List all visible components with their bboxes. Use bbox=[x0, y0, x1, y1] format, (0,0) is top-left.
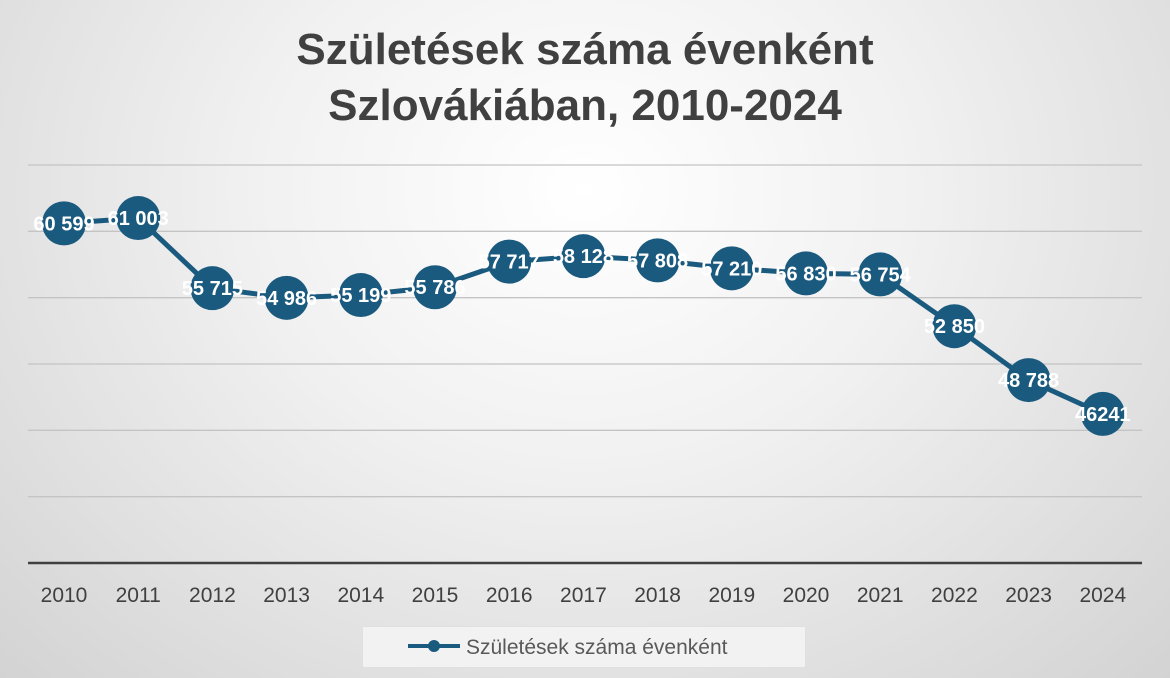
data-label-2019: 57 210 bbox=[701, 258, 762, 280]
data-label-2020: 56 830 bbox=[775, 263, 836, 285]
x-tick-label: 2012 bbox=[189, 584, 236, 607]
chart-title-line-2: Szlovákiában, 2010-2024 bbox=[328, 81, 842, 130]
data-point-2016 bbox=[487, 239, 532, 284]
data-point-2022 bbox=[932, 304, 977, 349]
data-point-2010 bbox=[42, 201, 86, 246]
x-axis: 2010 2011 2012 2013 2014 2015 2016 2017 2018 2019… bbox=[28, 561, 1142, 607]
data-label-2023: 48 788 bbox=[998, 370, 1059, 392]
data-label-2016: 57 717 bbox=[479, 252, 540, 274]
x-tick-label: 2019 bbox=[708, 584, 755, 607]
data-point-2021 bbox=[858, 252, 903, 297]
data-label-2012: 55 715 bbox=[182, 278, 243, 300]
series-births bbox=[42, 196, 1125, 436]
x-tick-label: 2013 bbox=[263, 584, 310, 607]
x-tick-label: 2024 bbox=[1079, 584, 1126, 607]
data-label-2011: 61 003 bbox=[108, 208, 169, 230]
data-point-2014 bbox=[338, 273, 383, 318]
x-tick-label: 2017 bbox=[560, 584, 607, 607]
data-label-2013: 54 986 bbox=[256, 288, 317, 310]
data-point-2015 bbox=[413, 265, 457, 310]
chart-title-line-1: Születések száma évenként bbox=[296, 25, 874, 74]
data-label-2014: 55 199 bbox=[330, 285, 391, 307]
x-tick-label: 2014 bbox=[337, 584, 384, 607]
data-point-2020 bbox=[784, 251, 828, 296]
data-point-2023 bbox=[1006, 358, 1051, 403]
x-tick-label: 2021 bbox=[857, 584, 904, 607]
x-tick-label: 2015 bbox=[412, 584, 459, 607]
data-point-2018 bbox=[635, 238, 680, 283]
data-label-2021: 56 754 bbox=[850, 264, 912, 286]
x-tick-label: 2010 bbox=[41, 584, 88, 607]
data-point-2011 bbox=[116, 196, 161, 241]
data-point-2017 bbox=[561, 234, 606, 279]
data-label-2015: 55 786 bbox=[404, 277, 465, 299]
data-label-2017: 58 128 bbox=[553, 246, 614, 268]
legend-label: Születések száma évenként bbox=[466, 636, 728, 659]
legend-content: Születések száma évenként bbox=[408, 636, 728, 659]
x-tick-label: 2020 bbox=[783, 584, 830, 607]
data-point-2013 bbox=[264, 275, 309, 320]
data-point-2024 bbox=[1080, 391, 1125, 436]
x-tick-label: 2011 bbox=[116, 584, 161, 607]
data-point-2012 bbox=[190, 266, 235, 311]
data-labels: 60 599 61 003 55 715 54 986 55 199 55 786 57 7… bbox=[33, 208, 1130, 426]
x-tick-label: 2018 bbox=[634, 584, 681, 607]
x-tick-label: 2016 bbox=[486, 584, 533, 607]
data-label-2018: 57 808 bbox=[627, 250, 688, 272]
data-label-2022: 52 850 bbox=[924, 316, 985, 338]
data-label-2024: 46241 bbox=[1075, 404, 1131, 426]
data-point-2019 bbox=[709, 246, 754, 291]
legend-marker bbox=[428, 640, 440, 652]
x-tick-label: 2022 bbox=[931, 584, 978, 607]
x-tick-label: 2023 bbox=[1005, 584, 1052, 607]
data-label-2010: 60 599 bbox=[33, 213, 94, 235]
